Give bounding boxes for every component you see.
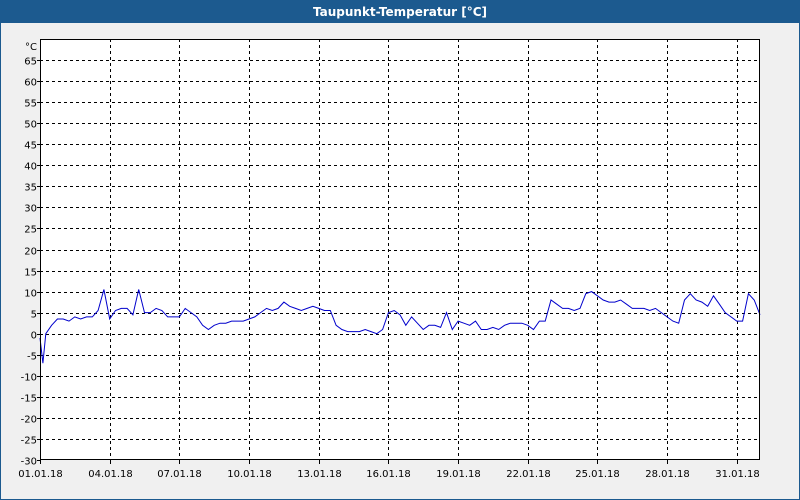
plot-area	[40, 39, 760, 460]
x-tick-label: 31.01.18	[715, 469, 760, 480]
y-tick-label: -20	[21, 415, 37, 426]
y-tick-label: 60	[24, 78, 37, 89]
series-line	[39, 289, 761, 364]
plot-border	[40, 39, 760, 460]
y-tick-label: 0	[31, 331, 37, 342]
y-tick-label: 25	[24, 225, 37, 236]
y-tick-label: -15	[21, 394, 37, 405]
chart-title: Taupunkt-Temperatur [°C]	[1, 1, 799, 23]
y-tick-label: 50	[24, 120, 37, 131]
x-tick-label: 13.01.18	[297, 469, 342, 480]
x-tick-label: 22.01.18	[506, 469, 551, 480]
x-tick-label: 16.01.18	[366, 469, 411, 480]
y-tick-label: -25	[21, 436, 37, 447]
y-tick-label: 40	[24, 162, 37, 173]
y-tick-label: 65	[24, 57, 37, 68]
y-tick-label: -30	[21, 457, 37, 468]
x-axis-ticks: 01.01.18 04.01.18 07.01.18 10.01.18 13.01.18…	[18, 460, 760, 480]
y-tick-label: 20	[24, 247, 37, 258]
horizontal-grid	[40, 60, 760, 440]
x-tick-label: 04.01.18	[88, 469, 133, 480]
x-tick-label: 28.01.18	[645, 469, 690, 480]
x-tick-label: 01.01.18	[18, 469, 63, 480]
y-tick-label: 30	[24, 204, 37, 215]
vertical-grid	[110, 39, 738, 460]
x-tick-label: 10.01.18	[227, 469, 272, 480]
y-axis-unit-label: °C	[25, 42, 37, 53]
y-axis-ticks: 65605550454035302520151050-5-10-15-20-25…	[21, 57, 40, 468]
y-tick-label: 45	[24, 141, 37, 152]
x-tick-label: 25.01.18	[575, 469, 620, 480]
y-tick-label: -5	[27, 352, 37, 363]
y-tick-label: 5	[31, 310, 37, 321]
y-tick-label: 35	[24, 183, 37, 194]
y-tick-label: -10	[21, 373, 37, 384]
y-tick-label: 55	[24, 99, 37, 110]
y-tick-label: 10	[24, 289, 37, 300]
x-tick-label: 07.01.18	[157, 469, 202, 480]
y-tick-label: 15	[24, 268, 37, 279]
x-tick-label: 19.01.18	[436, 469, 481, 480]
